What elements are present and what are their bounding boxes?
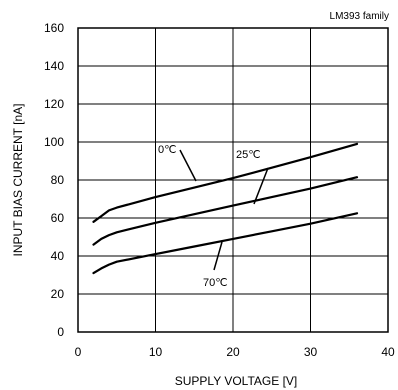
family-label: LM393 family — [330, 11, 389, 22]
y-tick-labels: 0 20 40 60 80 100 120 140 160 — [44, 21, 64, 339]
series-line-1 — [92, 176, 359, 246]
series-line-0 — [92, 142, 359, 223]
series-label-70c: 70℃ — [203, 277, 228, 289]
y-tick-label: 160 — [44, 21, 64, 35]
y-tick-label: 140 — [44, 59, 64, 73]
label-leader-line — [213, 241, 223, 271]
y-tick-label: 100 — [44, 135, 64, 149]
y-tick-label: 20 — [51, 287, 65, 301]
x-tick-label: 40 — [381, 345, 395, 359]
y-tick-label: 40 — [51, 249, 65, 263]
series-label-leaders — [179, 149, 269, 271]
x-tick-label: 30 — [304, 345, 318, 359]
x-axis-title: SUPPLY VOLTAGE [V] — [175, 374, 298, 388]
x-tick-label: 20 — [226, 345, 240, 359]
y-tick-label: 0 — [57, 325, 64, 339]
series-line-2 — [92, 212, 359, 275]
series-curves — [92, 142, 359, 275]
label-leader-line — [253, 167, 269, 205]
y-tick-label: 60 — [51, 211, 65, 225]
y-tick-label: 120 — [44, 97, 64, 111]
series-label-0c: 0℃ — [158, 144, 176, 156]
x-tick-label: 0 — [75, 345, 82, 359]
y-axis-title: INPUT BIAS CURRENT [nA] — [11, 104, 25, 257]
x-tick-labels: 0 10 20 30 40 — [75, 345, 395, 359]
label-leader-line — [179, 149, 197, 182]
x-tick-label: 10 — [149, 345, 163, 359]
plot-frame — [77, 27, 389, 333]
series-label-25c: 25℃ — [236, 149, 261, 161]
y-tick-label: 80 — [51, 173, 65, 187]
